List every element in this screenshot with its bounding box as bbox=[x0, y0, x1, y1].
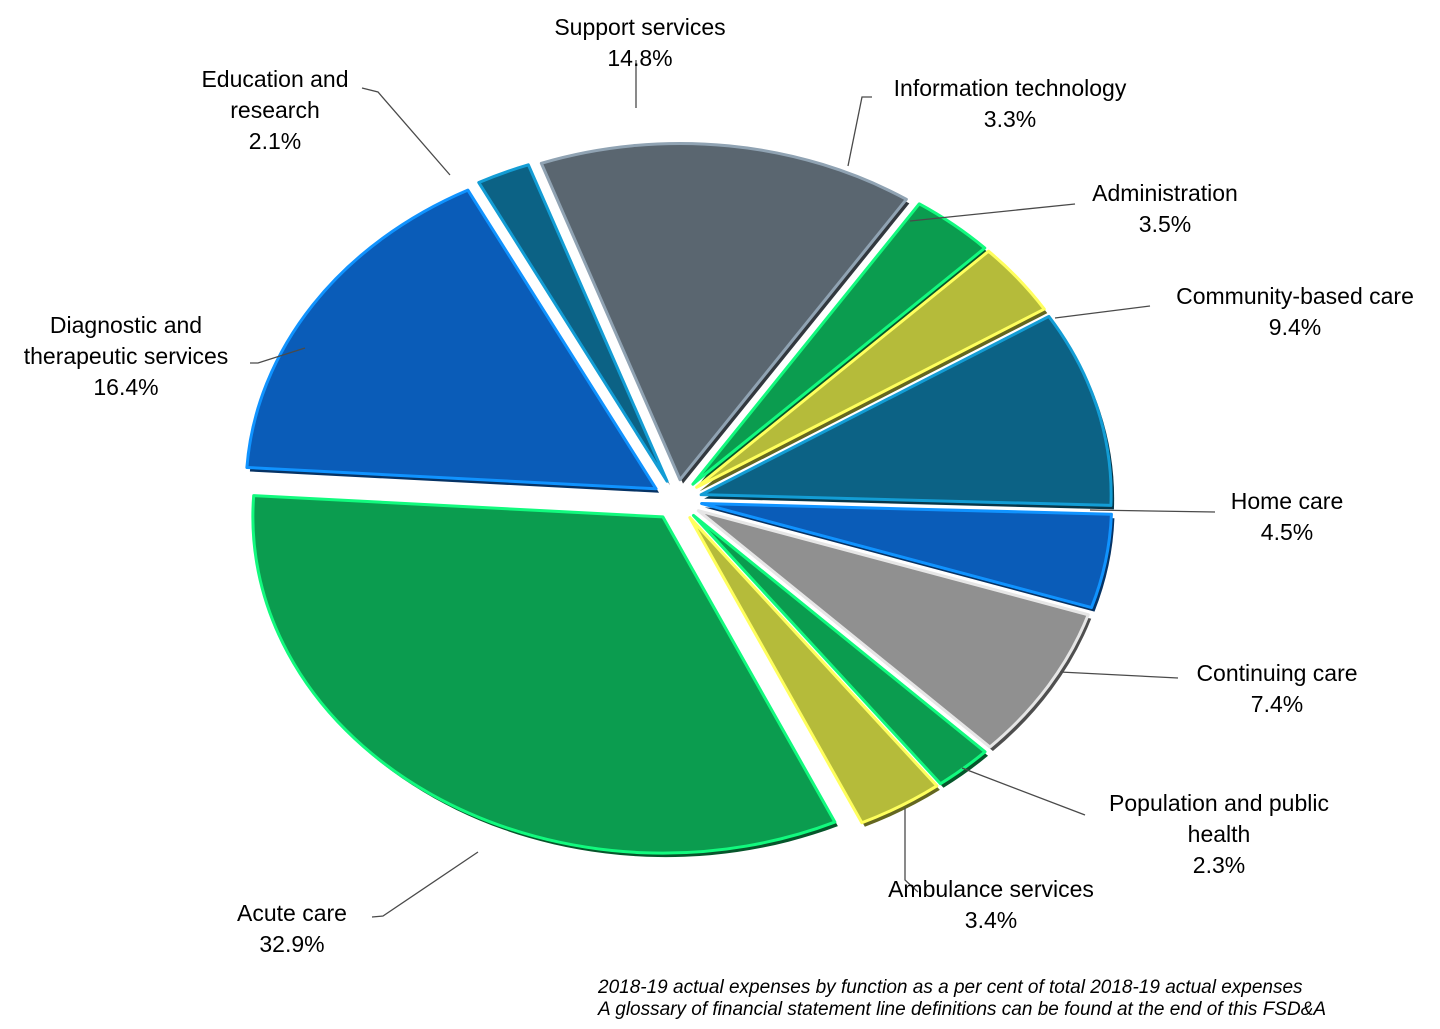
slice-label: Information technology 3.3% bbox=[894, 75, 1127, 132]
slice-value-label: 2.1% bbox=[249, 128, 301, 154]
slice-name-label: Administration bbox=[1092, 180, 1238, 206]
pie-slice-acute-care bbox=[251, 494, 837, 855]
pie-slice-information-technology bbox=[691, 202, 987, 486]
pie-slice-administration bbox=[695, 249, 1046, 489]
pie-slice-home-care bbox=[700, 502, 1113, 610]
slice-value-label: 16.4% bbox=[93, 374, 158, 400]
pie-slice-support-services bbox=[539, 142, 908, 482]
slice-name-label: research bbox=[230, 97, 319, 123]
slice-value-label: 3.4% bbox=[965, 907, 1017, 933]
slice-value-label: 2.3% bbox=[1193, 852, 1245, 878]
leader-line bbox=[961, 767, 1086, 816]
slice-value-label: 32.9% bbox=[259, 931, 324, 957]
leader-line bbox=[1059, 671, 1179, 679]
slice-name-label: Home care bbox=[1231, 488, 1343, 514]
slice-name-label: therapeutic services bbox=[24, 343, 229, 369]
pie-slice-community-based-care bbox=[699, 314, 1113, 507]
footnote-line-2: A glossary of financial statement line d… bbox=[598, 999, 1327, 1020]
slice-label: Population and public health 2.3% bbox=[1109, 790, 1329, 878]
leader-line bbox=[250, 347, 306, 364]
slice-value-label: 14.8% bbox=[607, 45, 672, 71]
leader-lines-layer bbox=[250, 60, 1216, 918]
leader-line bbox=[371, 851, 479, 918]
slice-name-label: Acute care bbox=[237, 900, 347, 926]
leader-line bbox=[909, 203, 1076, 222]
slice-name-label: Support services bbox=[554, 14, 725, 40]
slice-name-label: Ambulance services bbox=[888, 876, 1094, 902]
slice-name-label: Continuing care bbox=[1196, 660, 1357, 686]
slice-label: Continuing care 7.4% bbox=[1196, 660, 1357, 717]
footnote-line-1: 2018-19 actual expenses by function as a… bbox=[598, 977, 1303, 998]
slice-label: Education and research 2.1% bbox=[201, 66, 348, 154]
slice-label: Ambulance services 3.4% bbox=[888, 876, 1094, 933]
slice-name-label: Diagnostic and bbox=[50, 312, 202, 338]
pie-slice-education-and-research bbox=[477, 163, 669, 483]
slice-label: Acute care 32.9% bbox=[237, 900, 347, 957]
pie-slice-ambulance-services bbox=[688, 516, 939, 825]
slice-value-label: 7.4% bbox=[1251, 691, 1303, 717]
slice-label: Diagnostic and therapeutic services 16.4% bbox=[24, 312, 229, 400]
leader-line bbox=[847, 96, 872, 167]
slice-value-label: 4.5% bbox=[1261, 519, 1313, 545]
slice-name-label: Information technology bbox=[894, 75, 1127, 101]
labels-layer: Support services 14.8% Information technol… bbox=[24, 14, 1414, 957]
slice-label: Administration 3.5% bbox=[1092, 180, 1238, 237]
slice-value-label: 3.3% bbox=[984, 106, 1036, 132]
leader-line bbox=[1089, 509, 1216, 513]
slice-value-label: 9.4% bbox=[1269, 314, 1321, 340]
slice-name-label: Education and bbox=[201, 66, 348, 92]
slice-name-label: health bbox=[1188, 821, 1251, 847]
slice-label: Community-based care 9.4% bbox=[1176, 283, 1414, 340]
slice-label: Home care 4.5% bbox=[1231, 488, 1343, 545]
leader-line bbox=[1054, 305, 1151, 319]
leader-line bbox=[361, 87, 451, 176]
slice-name-label: Population and public bbox=[1109, 790, 1329, 816]
leader-line bbox=[904, 808, 919, 893]
slice-name-label: Community-based care bbox=[1176, 283, 1414, 309]
slices-layer bbox=[245, 142, 1115, 858]
slice-value-label: 3.5% bbox=[1139, 211, 1191, 237]
pie-slice-diagnostic-and-therapeutic-services bbox=[245, 188, 658, 491]
chart-footnote: 2018-19 actual expenses by function as a… bbox=[598, 977, 1418, 1021]
slice-label: Support services 14.8% bbox=[554, 14, 725, 71]
pie-slice-continuing-care bbox=[696, 509, 1090, 749]
